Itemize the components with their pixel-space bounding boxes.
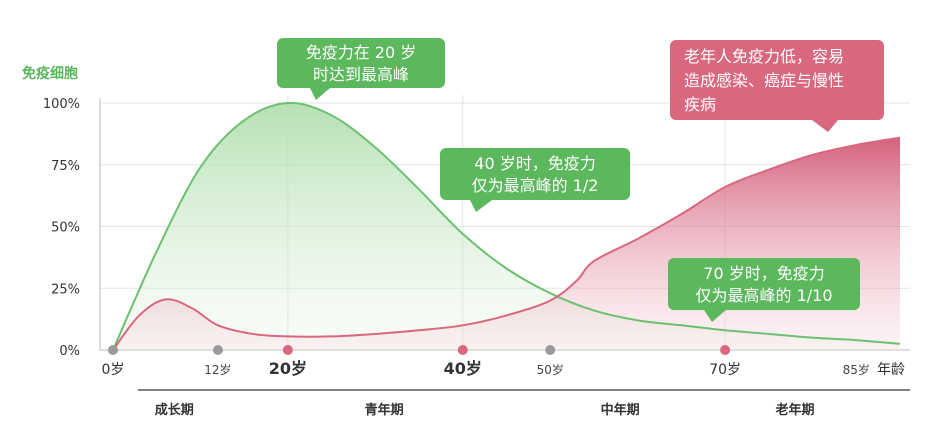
- disease-risk-curve-line: [112, 136, 901, 351]
- y-axis-label: 免疫细胞: [22, 65, 78, 82]
- callout-peak-line-1: 免疫力在 20 岁: [306, 43, 417, 62]
- x-tick-label: 12岁: [204, 362, 231, 377]
- y-tick-label: 100%: [43, 97, 80, 112]
- callout-age70-line-2: 仅为最高峰的 1/10: [695, 286, 832, 305]
- phase-label: 老年期: [775, 402, 815, 418]
- phase-label: 青年期: [365, 402, 404, 418]
- phases: 成长期 青年期 中年期 老年期: [155, 402, 815, 418]
- callout-age40: 40 岁时，免疫力 仅为最高峰的 1/2: [440, 148, 630, 212]
- x-tick-label: 20岁: [269, 359, 307, 378]
- callout-elderly-line-2: 造成感染、癌症与慢性: [684, 71, 844, 90]
- x-ticks: 0岁 12岁 20岁 40岁 50岁 70岁 85岁: [102, 345, 870, 378]
- y-ticks: 100% 75% 50% 25% 0%: [43, 97, 80, 359]
- callout-age70-line-1: 70 岁时，免疫力: [703, 264, 824, 283]
- x-tick-dot: [545, 345, 556, 355]
- immune-cells-curve-line: [112, 101, 901, 351]
- y-tick-label: 75%: [51, 159, 80, 174]
- immune-cells-curve-area: [113, 102, 900, 350]
- x-tick-dot: [108, 345, 118, 355]
- phase-label: 中年期: [601, 402, 640, 418]
- x-tick-label: 40岁: [444, 359, 482, 378]
- x-tick-dot: [212, 345, 223, 355]
- x-tick-label: 85岁: [843, 362, 870, 377]
- callout-elderly-line-1: 老年人免疫力低，容易: [684, 47, 844, 66]
- callout-age40-line-1: 40 岁时，免疫力: [474, 154, 595, 173]
- x-tick-dot: [720, 345, 731, 355]
- callout-elderly: 老年人免疫力低，容易 造成感染、癌症与慢性 疾病: [670, 40, 884, 132]
- x-tick-dot: [282, 345, 293, 355]
- phase-label: 成长期: [155, 402, 194, 418]
- callout-age40-line-2: 仅为最高峰的 1/2: [472, 176, 599, 195]
- callout-age70: 70 岁时，免疫力 仅为最高峰的 1/10: [668, 258, 860, 322]
- y-tick-label: 25%: [51, 282, 80, 297]
- x-tick-label: 50岁: [537, 362, 564, 377]
- x-tick-label: 70岁: [709, 362, 741, 378]
- x-axis-label: 年龄: [877, 362, 905, 378]
- x-tick-label: 0岁: [102, 362, 125, 378]
- callout-elderly-line-3: 疾病: [684, 95, 716, 114]
- y-tick-label: 0%: [59, 344, 80, 359]
- callout-peak-line-2: 时达到最高峰: [313, 65, 409, 84]
- x-tick-dot: [457, 345, 468, 355]
- callout-peak: 免疫力在 20 岁 时达到最高峰: [277, 38, 445, 100]
- y-tick-label: 50%: [51, 221, 80, 236]
